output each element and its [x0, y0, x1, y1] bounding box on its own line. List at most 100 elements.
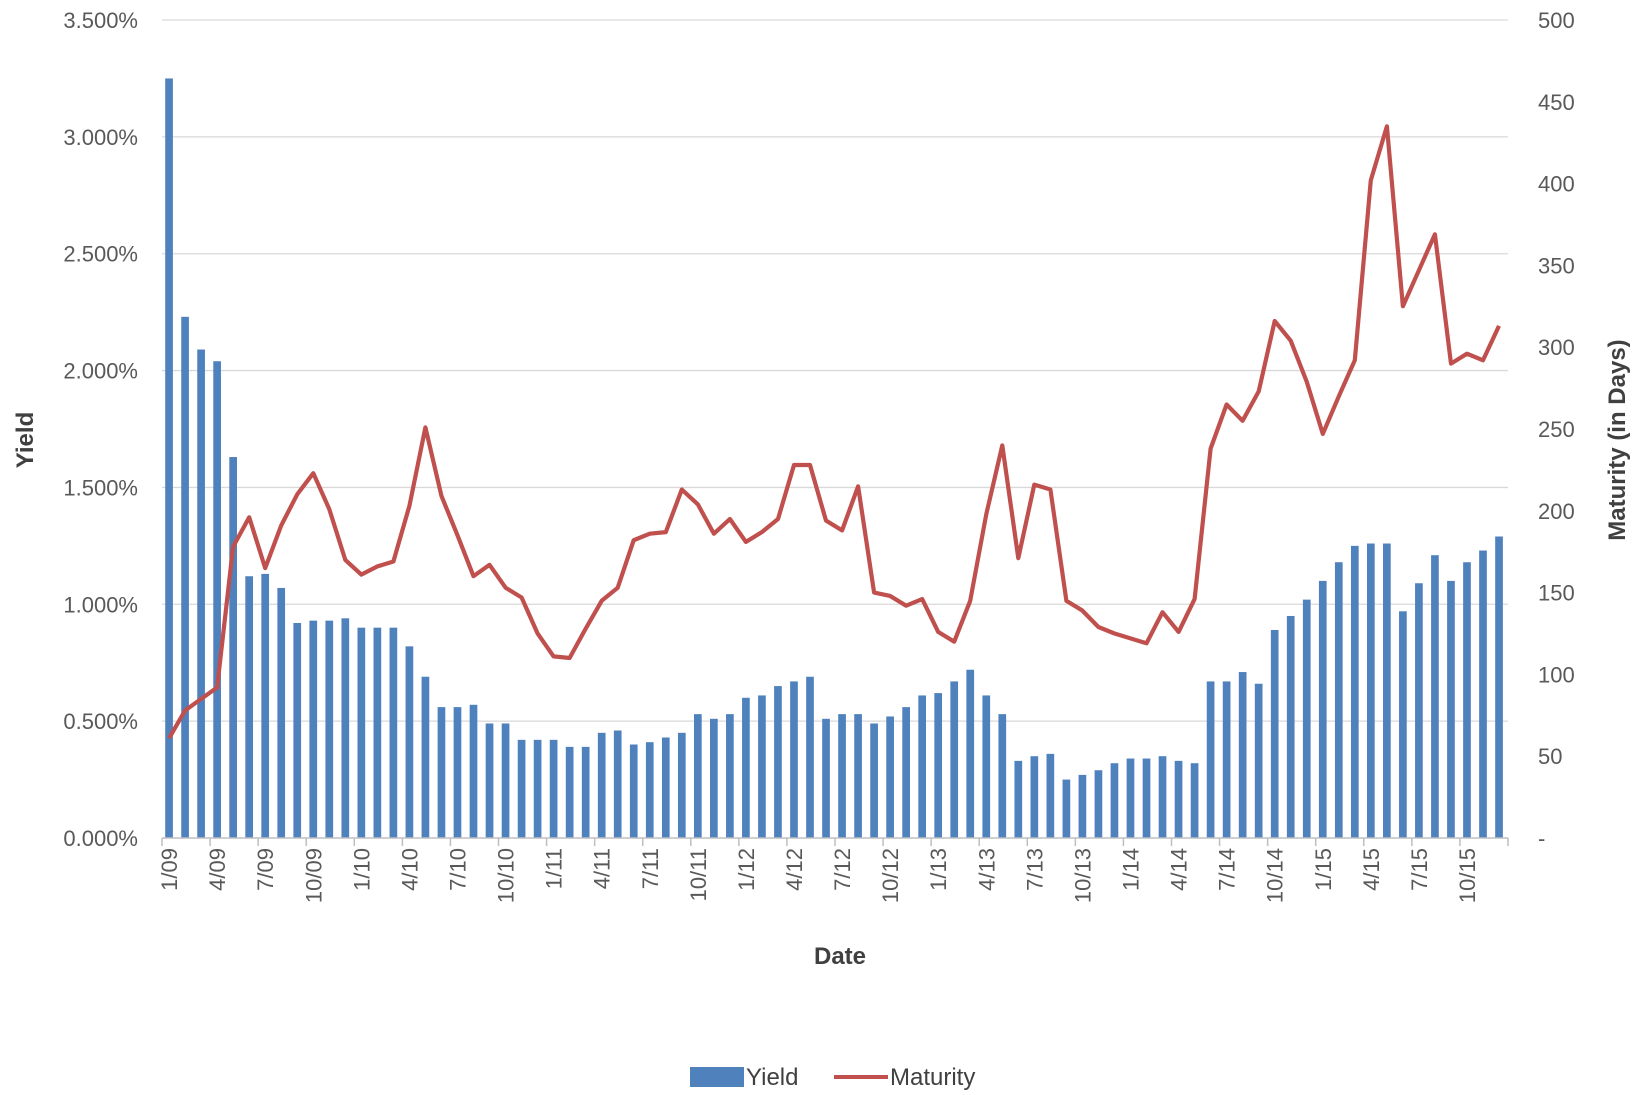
- yield-bar: [1030, 756, 1039, 838]
- yield-bar: [1286, 615, 1295, 838]
- yield-bar: [870, 723, 878, 838]
- yield-bar: [1094, 770, 1103, 838]
- left-y-axis-title: Yield: [12, 412, 39, 468]
- x-axis-ticks: 1/09 4/09 7/09 10/09 1/10 4/10 7/10 10/10 1/11 4/…: [157, 848, 1480, 903]
- x-axis-title: Date: [814, 943, 866, 970]
- yield-bar: [1415, 583, 1423, 838]
- x-tick-label: 4/10: [397, 848, 422, 891]
- left-y-tick-label: 2.500%: [63, 242, 138, 267]
- right-y-tick-label: 250: [1538, 417, 1575, 442]
- yield-bar: [229, 457, 237, 838]
- legend-swatch-yield: [690, 1067, 744, 1087]
- yield-bar: [998, 714, 1007, 838]
- yield-bar: [213, 361, 221, 838]
- yield-bar: [309, 620, 318, 838]
- yield-bar: [1126, 758, 1135, 838]
- yield-bar: [1190, 763, 1199, 838]
- left-y-tick-label: 0.500%: [63, 709, 138, 734]
- yield-bar: [1302, 599, 1311, 838]
- x-tick-label: 1/14: [1119, 848, 1144, 891]
- right-y-tick-label: 100: [1538, 662, 1575, 687]
- yield-bar: [1158, 756, 1167, 838]
- yield-bar: [934, 693, 943, 838]
- yield-bar: [325, 620, 334, 838]
- yield-bar: [549, 739, 558, 838]
- left-y-axis-ticks: 0.000% 0.500% 1.000% 1.500% 2.000% 2.500% 3.00…: [63, 8, 138, 851]
- x-tick-label: 7/11: [638, 848, 663, 889]
- yield-bar: [1366, 543, 1375, 838]
- x-tick-label: 4/12: [782, 848, 807, 891]
- x-tick-label: 7/15: [1407, 848, 1432, 891]
- yield-bar: [806, 676, 814, 838]
- legend: Yield Maturity: [690, 1064, 975, 1091]
- yield-bar: [565, 746, 574, 838]
- yield-bar: [245, 576, 254, 838]
- x-tick-label: 1/13: [926, 848, 951, 891]
- maturity-line-layer: [167, 124, 1501, 740]
- x-tick-label: 4/15: [1359, 848, 1384, 891]
- x-tick-label: 10/10: [494, 848, 519, 903]
- yield-bar: [517, 739, 526, 838]
- right-y-axis-title: Maturity (in Days): [1604, 339, 1631, 540]
- yield-bar: [197, 349, 205, 838]
- x-tick-label: 7/09: [253, 848, 278, 891]
- legend-label-maturity: Maturity: [890, 1064, 975, 1091]
- yield-bar: [790, 681, 798, 838]
- left-y-tick-label: 1.500%: [63, 475, 138, 500]
- right-y-tick-label: 400: [1538, 172, 1575, 197]
- yield-bar: [902, 707, 910, 838]
- x-tick-label: 7/10: [446, 848, 471, 891]
- yield-bar: [597, 732, 606, 838]
- x-tick-label: 1/12: [734, 848, 759, 891]
- yield-bar: [1334, 562, 1343, 838]
- yield-bar: [181, 316, 189, 838]
- yield-bar: [389, 627, 398, 838]
- yield-bar: [1318, 580, 1327, 838]
- yield-bar: [822, 718, 830, 838]
- yield-bar: [1495, 536, 1503, 838]
- yield-bar: [261, 573, 270, 838]
- x-tick-label: 1/09: [157, 848, 182, 891]
- right-y-tick-label: 50: [1538, 744, 1562, 769]
- yield-bar: [838, 714, 846, 838]
- x-tick-label: 4/13: [974, 848, 999, 891]
- x-axis-line: [161, 837, 1509, 846]
- right-y-tick-label: 450: [1538, 90, 1575, 115]
- yield-bar: [581, 746, 590, 838]
- yield-bars: [165, 78, 1503, 838]
- yield-bar: [854, 714, 862, 838]
- yield-bar: [1270, 629, 1279, 838]
- yield-bar: [1350, 545, 1359, 838]
- x-tick-label: 1/11: [542, 848, 567, 889]
- yield-bar: [661, 737, 670, 838]
- yield-bar: [357, 627, 366, 838]
- yield-bar: [1142, 758, 1151, 838]
- yield-bar: [1399, 611, 1407, 838]
- yield-bar: [1014, 760, 1023, 838]
- yield-bar: [341, 618, 350, 838]
- yield-bar: [1222, 681, 1231, 838]
- yield-bar: [293, 622, 302, 838]
- yield-bar: [982, 695, 991, 838]
- yield-bar: [758, 695, 766, 838]
- yield-bar: [1431, 555, 1439, 838]
- yield-bar: [742, 697, 750, 838]
- yield-bar: [645, 742, 654, 838]
- x-tick-label: 4/09: [205, 848, 230, 891]
- yield-bar: [1383, 543, 1391, 838]
- x-tick-label: 10/13: [1070, 848, 1095, 903]
- right-y-tick-label: -: [1538, 826, 1545, 851]
- yield-bar: [485, 723, 494, 838]
- yield-bar: [501, 723, 510, 838]
- left-y-tick-label: 3.500%: [63, 8, 138, 33]
- gridlines: [162, 19, 1508, 722]
- yield-bar: [918, 695, 927, 838]
- yield-bar: [710, 718, 718, 838]
- right-y-tick-label: 500: [1538, 8, 1575, 33]
- x-tick-label: 10/11: [686, 848, 711, 901]
- yield-bar: [453, 707, 462, 838]
- x-tick-label: 10/14: [1263, 848, 1288, 903]
- yield-bar: [1238, 672, 1247, 838]
- x-tick-label: 10/09: [301, 848, 326, 903]
